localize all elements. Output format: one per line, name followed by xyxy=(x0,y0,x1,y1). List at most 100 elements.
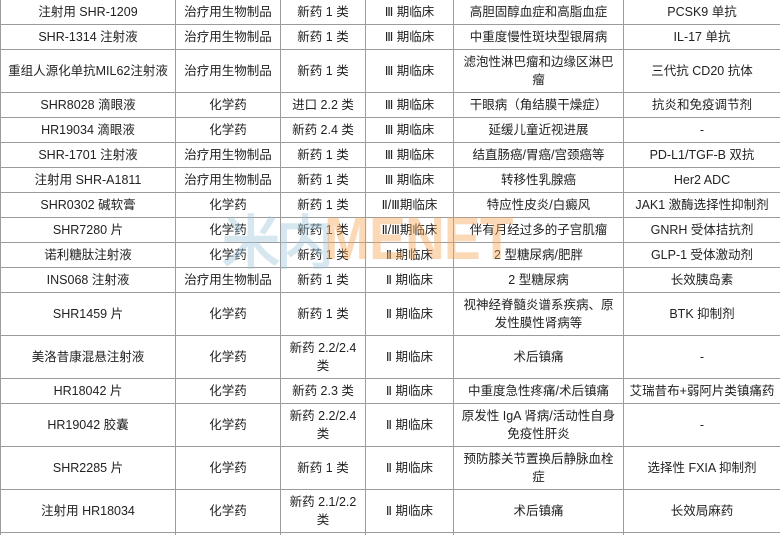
cell-target: JAK1 激酶选择性抑制剂 xyxy=(623,192,780,218)
cell-drug-name: 注射用 HR18034 xyxy=(0,489,176,533)
cell-drug-name: SHR-1701 注射液 xyxy=(0,142,176,168)
cell-drug-type: 化学药 xyxy=(175,378,281,404)
cell-drug-type: 化学药 xyxy=(175,446,281,490)
cell-drug-type: 治疗用生物制品 xyxy=(175,267,281,293)
cell-indication: 中重度慢性斑块型银屑病 xyxy=(453,24,624,50)
cell-indication: 转移性乳腺癌 xyxy=(453,167,624,193)
cell-drug-name: INS068 注射液 xyxy=(0,267,176,293)
cell-drug-type: 治疗用生物制品 xyxy=(175,49,281,93)
table-row: 多抗原自体免疫细胞注射液治疗用生物制品新药 1 类Ⅱ 期临床尿路上皮癌- xyxy=(0,532,780,535)
cell-clinical-phase: Ⅲ 期临床 xyxy=(365,142,454,168)
cell-target: - xyxy=(623,403,780,447)
cell-drug-name: HR19034 滴眼液 xyxy=(0,117,176,143)
cell-drug-type: 治疗用生物制品 xyxy=(175,142,281,168)
cell-drug-name: 诺利糖肽注射液 xyxy=(0,242,176,268)
cell-drug-type: 化学药 xyxy=(175,335,281,379)
cell-reg-category: 新药 1 类 xyxy=(280,49,366,93)
cell-drug-name: SHR7280 片 xyxy=(0,217,176,243)
cell-drug-type: 治疗用生物制品 xyxy=(175,167,281,193)
cell-clinical-phase: Ⅲ 期临床 xyxy=(365,117,454,143)
table-row: SHR0302 碱软膏 化学药 新药 1 类 Ⅱ/Ⅲ期临床 特应性皮炎/白癜风 JAK1 … xyxy=(0,192,780,218)
cell-target: Her2 ADC xyxy=(623,167,780,193)
cell-reg-category: 新药 2.2/2.4 类 xyxy=(280,335,366,379)
cell-indication: 预防膝关节置换后静脉血栓症 xyxy=(453,446,624,490)
cell-drug-type: 化学药 xyxy=(175,403,281,447)
cell-reg-category: 新药 1 类 xyxy=(280,192,366,218)
cell-reg-category: 新药 1 类 xyxy=(280,267,366,293)
cell-reg-category: 新药 1 类 xyxy=(280,167,366,193)
cell-reg-category: 新药 2.3 类 xyxy=(280,378,366,404)
cell-indication: 2 型糖尿病 xyxy=(453,267,624,293)
cell-target: - xyxy=(623,335,780,379)
cell-drug-type: 化学药 xyxy=(175,242,281,268)
cell-clinical-phase: Ⅲ 期临床 xyxy=(365,167,454,193)
cell-indication: 干眼病（角结膜干燥症） xyxy=(453,92,624,118)
cell-drug-name: 美洛昔康混悬注射液 xyxy=(0,335,176,379)
cell-drug-type: 化学药 xyxy=(175,192,281,218)
cell-clinical-phase: Ⅱ 期临床 xyxy=(365,446,454,490)
cell-indication: 术后镇痛 xyxy=(453,335,624,379)
cell-clinical-phase: Ⅱ 期临床 xyxy=(365,378,454,404)
cell-indication: 2 型糖尿病/肥胖 xyxy=(453,242,624,268)
cell-indication: 原发性 IgA 肾病/活动性自身免疫性肝炎 xyxy=(453,403,624,447)
cell-target: PCSK9 单抗 xyxy=(623,0,780,25)
cell-clinical-phase: Ⅲ 期临床 xyxy=(365,49,454,93)
cell-clinical-phase: Ⅲ 期临床 xyxy=(365,92,454,118)
cell-clinical-phase: Ⅱ 期临床 xyxy=(365,242,454,268)
cell-reg-category: 新药 1 类 xyxy=(280,217,366,243)
cell-clinical-phase: Ⅱ 期临床 xyxy=(365,292,454,336)
cell-clinical-phase: Ⅱ 期临床 xyxy=(365,267,454,293)
cell-indication: 术后镇痛 xyxy=(453,489,624,533)
cell-reg-category: 新药 1 类 xyxy=(280,24,366,50)
cell-clinical-phase: Ⅲ 期临床 xyxy=(365,24,454,50)
cell-indication: 视神经脊髓炎谱系疾病、原发性膜性肾病等 xyxy=(453,292,624,336)
cell-indication: 延缓儿童近视进展 xyxy=(453,117,624,143)
cell-drug-name: SHR8028 滴眼液 xyxy=(0,92,176,118)
cell-target: 抗炎和免疫调节剂 xyxy=(623,92,780,118)
cell-target: GLP-1 受体激动剂 xyxy=(623,242,780,268)
cell-drug-name: SHR2285 片 xyxy=(0,446,176,490)
cell-clinical-phase: Ⅱ 期临床 xyxy=(365,403,454,447)
cell-target: 长效局麻药 xyxy=(623,489,780,533)
cell-clinical-phase: Ⅱ 期临床 xyxy=(365,489,454,533)
cell-indication: 滤泡性淋巴瘤和边缘区淋巴瘤 xyxy=(453,49,624,93)
cell-drug-name: SHR-1314 注射液 xyxy=(0,24,176,50)
cell-drug-type: 化学药 xyxy=(175,292,281,336)
cell-drug-name: 注射用 SHR-1209 xyxy=(0,0,176,25)
cell-clinical-phase: Ⅱ/Ⅲ期临床 xyxy=(365,217,454,243)
cell-target: 长效胰岛素 xyxy=(623,267,780,293)
cell-clinical-phase: Ⅱ/Ⅲ期临床 xyxy=(365,192,454,218)
cell-target: GNRH 受体拮抗剂 xyxy=(623,217,780,243)
cell-target: 艾瑞昔布+弱阿片类镇痛药 xyxy=(623,378,780,404)
cell-reg-category: 进口 2.2 类 xyxy=(280,92,366,118)
cell-reg-category: 新药 1 类 xyxy=(280,0,366,25)
cell-target: BTK 抑制剂 xyxy=(623,292,780,336)
cell-reg-category: 新药 1 类 xyxy=(280,142,366,168)
cell-drug-type: 化学药 xyxy=(175,489,281,533)
cell-target: IL-17 单抗 xyxy=(623,24,780,50)
cell-drug-name: 重组人源化单抗MIL62注射液 xyxy=(0,49,176,93)
cell-drug-name: SHR0302 碱软膏 xyxy=(0,192,176,218)
cell-indication: 高胆固醇血症和高脂血症 xyxy=(453,0,624,25)
cell-reg-category: 新药 2.1/2.2 类 xyxy=(280,489,366,533)
cell-drug-type: 治疗用生物制品 xyxy=(175,0,281,25)
cell-indication: 结直肠癌/胃癌/宫颈癌等 xyxy=(453,142,624,168)
cell-drug-type: 化学药 xyxy=(175,117,281,143)
cell-indication: 伴有月经过多的子宫肌瘤 xyxy=(453,217,624,243)
